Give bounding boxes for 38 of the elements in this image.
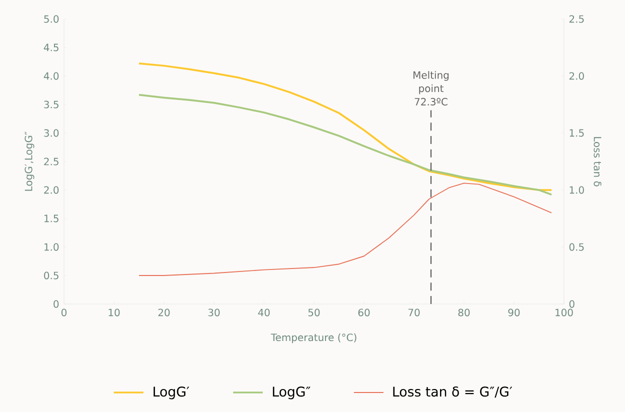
legend-label: LogG″ (272, 386, 310, 400)
y-tick-label: 1.5 (44, 214, 58, 222)
line-series (138, 62, 552, 191)
y-tick-label: 2.0 (44, 186, 59, 194)
y-tick-label: 3.5 (44, 100, 58, 108)
legend-label: LogG′ (154, 386, 190, 400)
x-tick-label: 50 (308, 308, 320, 316)
y2-tick-label: 0.5 (569, 243, 584, 251)
y2-axis-title: Loss tan δ (594, 137, 602, 186)
line-series (138, 94, 552, 196)
y-tick-label: 1.0 (44, 243, 59, 251)
y-tick-label: 3.0 (44, 129, 59, 137)
x-tick-label: 70 (408, 308, 420, 316)
y2-tick-label: 1.0 (570, 186, 584, 194)
y-tick-label: 5.0 (44, 15, 59, 23)
y-tick-label: 4.5 (44, 44, 58, 52)
y2-tick-label: 2.5 (569, 15, 584, 23)
x-tick-label: 30 (208, 308, 220, 316)
x-tick-label: 90 (508, 308, 520, 316)
y2-tick-label: 0 (569, 300, 574, 308)
y-tick-label: 0 (54, 300, 59, 308)
y-tick-label: 0.5 (44, 272, 58, 280)
x-tick-label: 10 (108, 308, 120, 316)
y2-tick-label: 2.0 (569, 72, 584, 80)
line-series (138, 182, 552, 276)
ref-line-label: Melting point 72.3ºC (414, 71, 449, 106)
x-tick-label: 20 (158, 308, 170, 316)
legend-label: Loss tan δ = G″/G′ (393, 386, 512, 398)
y2-tick-label: 1.5 (570, 129, 584, 137)
x-tick-label: 80 (458, 308, 470, 316)
x-axis-title: Temperature (°C) (270, 333, 356, 344)
x-tick-label: 60 (358, 308, 370, 316)
x-tick-label: 40 (258, 308, 270, 316)
y-tick-label: 4.0 (44, 72, 59, 80)
x-tick-label: 100 (556, 308, 573, 316)
x-tick-label: 0 (61, 308, 67, 316)
y-axis-title: LogG′,LogG″ (24, 132, 34, 191)
y-tick-label: 2.5 (44, 158, 58, 166)
